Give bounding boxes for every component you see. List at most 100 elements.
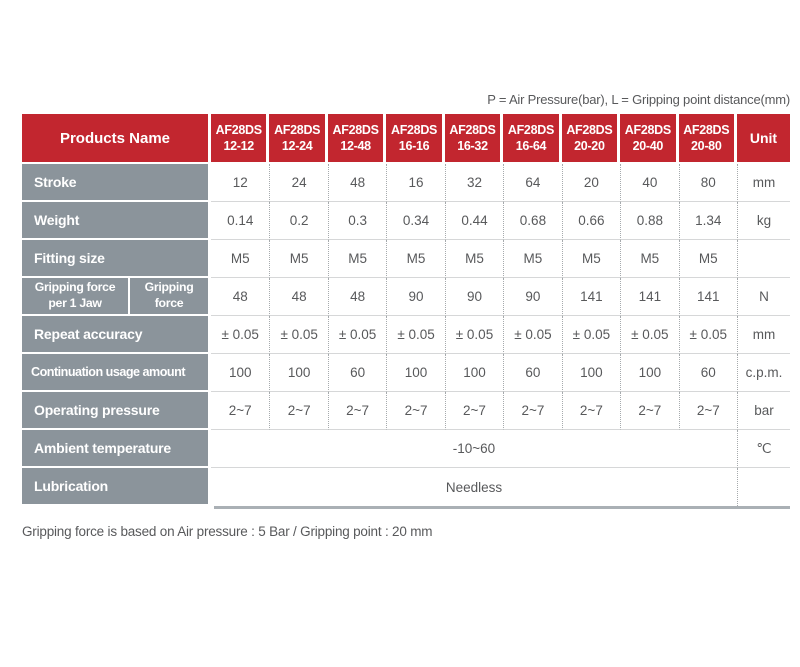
data-cell: ± 0.05 — [444, 316, 504, 354]
col-header-size: 20-20 — [574, 139, 605, 153]
data-cell: 48 — [269, 278, 328, 316]
data-cell: 64 — [503, 164, 562, 202]
label-line1: Gripping force — [34, 280, 116, 295]
data-cell: 80 — [678, 164, 737, 202]
col-header-af28ds-16-16: AF28DS 16-16 — [386, 114, 445, 164]
col-header-size: 16-32 — [457, 139, 488, 153]
data-cell: 141 — [561, 278, 621, 316]
data-cell: 48 — [327, 278, 387, 316]
data-cell: ± 0.05 — [678, 316, 737, 354]
data-cell: M5 — [620, 240, 679, 278]
col-header-model: AF28DS — [624, 122, 671, 137]
data-cell: 0.34 — [386, 202, 445, 240]
data-cell: M5 — [211, 240, 270, 278]
col-header-af28ds-12-24: AF28DS 12-24 — [269, 114, 328, 164]
data-cell: ± 0.05 — [269, 316, 328, 354]
data-cell: ± 0.05 — [211, 316, 270, 354]
unit-cell: kg — [736, 202, 790, 240]
data-cell: ± 0.05 — [386, 316, 445, 354]
data-cell: M5 — [503, 240, 562, 278]
unit-cell: mm — [736, 316, 790, 354]
data-cell: 20 — [561, 164, 621, 202]
data-cell: 0.3 — [327, 202, 387, 240]
data-cell: 100 — [269, 354, 328, 392]
col-header-model: AF28DS — [274, 122, 321, 137]
col-header-af28ds-12-12: AF28DS 12-12 — [211, 114, 270, 164]
data-cell: 141 — [620, 278, 679, 316]
row-label-weight: Weight — [22, 202, 211, 240]
data-cell: 2~7 — [678, 392, 737, 430]
data-cell: 0.88 — [620, 202, 679, 240]
data-cell: 100 — [561, 354, 621, 392]
col-header-af28ds-20-40: AF28DS 20-40 — [620, 114, 679, 164]
col-header-size: 12-48 — [340, 139, 371, 153]
col-header-size: 12-12 — [223, 139, 254, 153]
row-label-repeat-accuracy: Repeat accuracy — [22, 316, 211, 354]
data-cell: 12 — [211, 164, 270, 202]
unit-cell — [736, 240, 790, 278]
col-header-model: AF28DS — [449, 122, 496, 137]
data-cell: 1.34 — [678, 202, 737, 240]
data-cell: 48 — [327, 164, 387, 202]
unit-cell: N — [736, 278, 790, 316]
data-cell: 2~7 — [327, 392, 387, 430]
row-label-lubrication: Lubrication — [22, 468, 211, 506]
data-cell: M5 — [327, 240, 387, 278]
data-cell: 100 — [620, 354, 679, 392]
data-cell: M5 — [561, 240, 621, 278]
col-header-model: AF28DS — [215, 122, 262, 137]
data-cell: 100 — [386, 354, 445, 392]
col-header-size: 20-80 — [691, 139, 722, 153]
data-cell: M5 — [269, 240, 328, 278]
col-header-model: AF28DS — [683, 122, 730, 137]
data-cell: 60 — [327, 354, 387, 392]
label-line1: Gripping — [144, 280, 194, 295]
legend-note: P = Air Pressure(bar), L = Gripping poin… — [487, 92, 790, 107]
data-cell: 0.44 — [444, 202, 504, 240]
row-label-operating-pressure: Operating pressure — [22, 392, 211, 430]
col-header-af28ds-20-80: AF28DS 20-80 — [678, 114, 737, 164]
data-cell: 48 — [211, 278, 270, 316]
row-sublabel-gripping-force: Gripping force — [130, 278, 208, 314]
data-cell: 2~7 — [211, 392, 270, 430]
data-cell: 100 — [444, 354, 504, 392]
col-header-af28ds-20-20: AF28DS 20-20 — [561, 114, 621, 164]
data-cell: 141 — [678, 278, 737, 316]
data-cell: ± 0.05 — [561, 316, 621, 354]
data-cell: 16 — [386, 164, 445, 202]
data-cell: 2~7 — [444, 392, 504, 430]
col-header-af28ds-16-64: AF28DS 16-64 — [503, 114, 562, 164]
row-label-ambient-temperature: Ambient temperature — [22, 430, 211, 468]
data-cell: 2~7 — [386, 392, 445, 430]
data-cell: M5 — [386, 240, 445, 278]
row-label-gripping-force-per-jaw: Gripping force per 1 Jaw — [22, 278, 128, 314]
data-cell: 0.68 — [503, 202, 562, 240]
col-header-size: 20-40 — [632, 139, 664, 153]
col-header-size: 12-24 — [281, 139, 313, 153]
data-cell: 100 — [211, 354, 270, 392]
unit-cell — [736, 468, 790, 506]
unit-cell: c.p.m. — [736, 354, 790, 392]
row-label-fitting-size: Fitting size — [22, 240, 211, 278]
unit-column-header: Unit — [736, 114, 790, 164]
data-cell: ± 0.05 — [620, 316, 679, 354]
data-cell: 0.66 — [561, 202, 621, 240]
data-cell: 60 — [678, 354, 737, 392]
data-cell: 24 — [269, 164, 328, 202]
data-cell: 2~7 — [561, 392, 621, 430]
products-name-header: Products Name — [22, 114, 211, 164]
data-cell: 2~7 — [269, 392, 328, 430]
data-cell: 60 — [503, 354, 562, 392]
label-line2: per 1 Jaw — [48, 296, 102, 310]
merged-data-cell: -10~60 — [211, 430, 737, 468]
row-label-continuation-usage: Continuation usage amount — [22, 354, 211, 392]
data-cell: 40 — [620, 164, 679, 202]
unit-cell: mm — [736, 164, 790, 202]
col-header-size: 16-16 — [398, 139, 430, 153]
data-cell: M5 — [444, 240, 504, 278]
data-cell: ± 0.05 — [503, 316, 562, 354]
data-cell: 90 — [386, 278, 445, 316]
data-cell: 2~7 — [620, 392, 679, 430]
data-cell: 2~7 — [503, 392, 562, 430]
label-line2: force — [154, 296, 184, 310]
